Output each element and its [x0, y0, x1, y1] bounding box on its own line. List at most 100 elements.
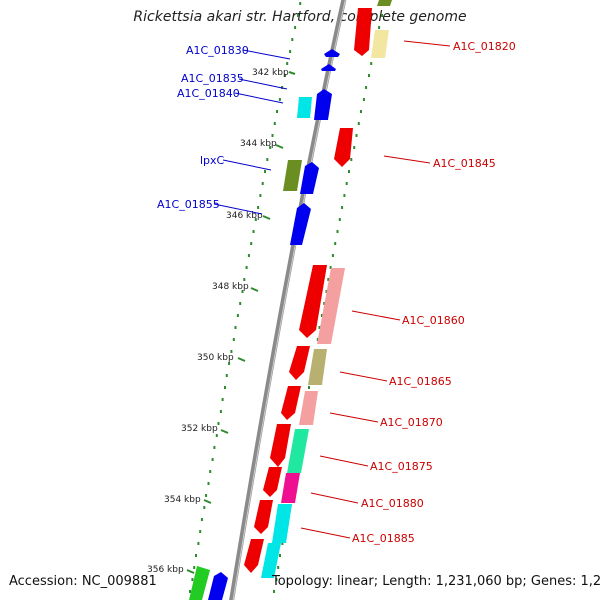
tick-dot — [338, 218, 341, 221]
gene-label[interactable]: A1C_01845 — [433, 157, 496, 170]
tick-dot — [264, 170, 266, 173]
gene-blue-bottom[interactable] — [208, 572, 228, 600]
kbp-tick-354: 354 kbp — [164, 495, 212, 505]
gene-label[interactable]: A1C_01860 — [402, 314, 465, 327]
gene-A1C_01885[interactable] — [272, 504, 292, 543]
gene-label[interactable]: A1C_01855 — [157, 198, 220, 211]
gene-cyan-block-1[interactable] — [297, 97, 312, 118]
tick-dot — [378, 26, 381, 29]
kbp-tick-352: 352 kbp — [181, 424, 229, 434]
gene-A1C_01865[interactable] — [308, 349, 327, 385]
gene-label[interactable]: A1C_01880 — [361, 497, 424, 510]
gene-A1C_01855[interactable] — [290, 203, 311, 245]
right-strand-genes — [244, 0, 392, 578]
gene-A1C_01860-red[interactable] — [299, 265, 327, 338]
left-gene-labels: A1C_01830 A1C_01835 A1C_01840 lpxC A1C_0… — [157, 44, 249, 211]
tick-dot — [200, 518, 203, 521]
gene-olive-block-1[interactable] — [283, 160, 302, 191]
gene-A1C_01860[interactable] — [317, 268, 345, 344]
tick-dot — [252, 230, 255, 233]
tick-dot — [329, 266, 332, 269]
gene-A1C_01845[interactable] — [334, 128, 353, 167]
gene-label[interactable]: A1C_01875 — [370, 460, 433, 473]
tick-dot — [353, 146, 356, 149]
tick-dot — [199, 530, 202, 533]
tick-dot — [278, 98, 281, 101]
gene-A1C_01870[interactable] — [299, 391, 318, 425]
gene-A1C_01875[interactable] — [287, 429, 309, 473]
tick-dot — [228, 362, 231, 365]
tick-dot — [277, 566, 280, 569]
map-title: Rickettsia akari str. Hartford, complete… — [133, 9, 467, 25]
left-strand-genes — [189, 49, 340, 600]
tick-dot — [294, 26, 297, 29]
gene-label[interactable]: A1C_01835 — [181, 72, 244, 85]
tick-dot — [207, 482, 210, 485]
gene-A1C_01880[interactable] — [281, 473, 300, 503]
topology-text: Topology: linear; Length: 1,231,060 bp; … — [272, 574, 600, 589]
kbp-tick-356: 356 kbp — [147, 565, 195, 575]
gene-A1C_01840[interactable] — [314, 89, 332, 120]
gene-lpxC[interactable] — [300, 162, 319, 194]
tick-dot — [289, 50, 292, 53]
tick-dot — [250, 242, 253, 245]
tick-dot — [334, 242, 337, 245]
gene-label[interactable]: lpxC — [200, 154, 225, 167]
gene-A1C_01835[interactable] — [321, 64, 336, 71]
gene-red-bottom[interactable] — [244, 539, 264, 573]
tick-dot — [345, 182, 348, 185]
tick-dot — [193, 566, 196, 569]
tick-dot — [269, 146, 272, 149]
gene-green-block[interactable] — [189, 566, 210, 600]
gene-top-olive[interactable] — [377, 0, 392, 6]
tick-dot — [362, 98, 365, 101]
tick-dot — [197, 542, 200, 545]
gene-label[interactable]: A1C_01840 — [177, 87, 240, 100]
gene-A1C_01830[interactable] — [324, 49, 340, 57]
gene-A1C_01885-red[interactable] — [254, 500, 273, 534]
tick-dot — [224, 386, 226, 389]
tick-dot — [336, 230, 339, 233]
tick-dot — [370, 62, 373, 65]
gene-A1C_01865-red[interactable] — [289, 346, 310, 380]
kbp-label: 344 kbp — [240, 139, 277, 149]
gene-A1C_01880-red[interactable] — [263, 467, 282, 497]
tick-dot — [331, 254, 334, 257]
kbp-label: 350 kbp — [197, 353, 234, 363]
tick-dot — [225, 374, 228, 377]
kbp-label: 342 kbp — [252, 68, 289, 78]
gene-label[interactable]: A1C_01870 — [380, 416, 443, 429]
gene-label[interactable]: A1C_01865 — [389, 375, 452, 388]
gene-label[interactable]: A1C_01885 — [352, 532, 415, 545]
tick-dot — [191, 578, 194, 581]
tick-dot — [276, 110, 278, 113]
gene-yellow-block-1[interactable] — [371, 30, 389, 58]
kbp-tick-344: 344 kbp — [240, 139, 284, 149]
tick-dot — [205, 494, 208, 497]
tick-dot — [247, 254, 250, 257]
tick-dot — [365, 86, 368, 89]
tick-dot — [381, 14, 383, 17]
tick-dot — [355, 134, 358, 137]
tick-dot — [327, 278, 330, 281]
tick-dot — [271, 134, 274, 137]
gene-A1C_01875-red[interactable] — [270, 424, 291, 467]
tick-dot — [234, 326, 237, 329]
tick-dot — [241, 290, 244, 293]
tick-dot — [273, 122, 276, 125]
tick-dot — [254, 218, 257, 221]
gene-label[interactable]: A1C_01830 — [186, 44, 249, 57]
gene-A1C_01870-red[interactable] — [281, 386, 301, 420]
tick-dot — [219, 410, 222, 413]
gene-cyan-bottom[interactable] — [261, 543, 281, 578]
kbp-label: 352 kbp — [181, 424, 218, 434]
tick-dot — [323, 302, 326, 305]
gene-A1C_01820[interactable] — [354, 8, 372, 56]
tick-dot — [348, 170, 350, 173]
genome-backbone — [229, 0, 347, 600]
gene-label[interactable]: A1C_01820 — [453, 40, 516, 53]
tick-dot — [203, 506, 206, 509]
tick-dot — [291, 38, 294, 41]
tick-dot — [275, 578, 278, 581]
